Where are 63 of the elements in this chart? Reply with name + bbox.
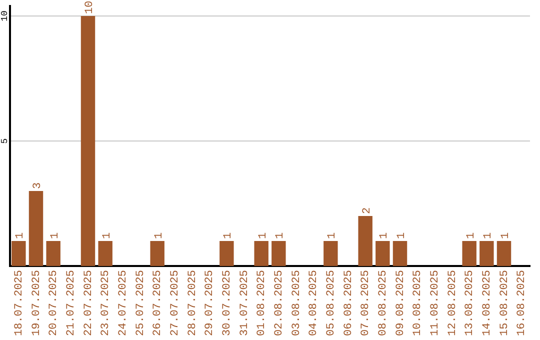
data-label: 1 bbox=[500, 232, 512, 239]
x-tick-label: 05.08.2025 bbox=[326, 270, 338, 336]
x-tick-label: 07.08.2025 bbox=[360, 270, 372, 336]
data-label: 1 bbox=[465, 232, 478, 239]
x-tick-label: 25.07.2025 bbox=[134, 270, 147, 336]
x-tick-label: 03.08.2025 bbox=[290, 270, 303, 336]
bar bbox=[220, 240, 234, 266]
x-tick-label: 29.07.2025 bbox=[204, 270, 216, 336]
x-tick-label: 01.08.2025 bbox=[256, 270, 268, 336]
x-tick-label: 12.08.2025 bbox=[446, 270, 459, 336]
bar bbox=[46, 240, 60, 266]
x-tick-label: 27.07.2025 bbox=[170, 270, 182, 336]
data-label: 1 bbox=[222, 232, 235, 239]
bar bbox=[254, 240, 268, 266]
x-tick-label: 13.08.2025 bbox=[464, 270, 476, 336]
x-tick-label: 02.08.2025 bbox=[274, 270, 286, 336]
data-label: 1 bbox=[396, 232, 408, 239]
data-label: 1 bbox=[326, 232, 339, 239]
data-label: 1 bbox=[482, 232, 495, 239]
bar bbox=[272, 240, 286, 266]
x-tick-label: 31.07.2025 bbox=[238, 270, 251, 336]
x-tick-label: 30.07.2025 bbox=[222, 270, 234, 336]
bar bbox=[358, 216, 372, 266]
data-label: 1 bbox=[101, 232, 114, 239]
bar bbox=[98, 240, 112, 266]
x-tick-label: 04.08.2025 bbox=[308, 270, 320, 336]
x-tick-label: 16.08.2025 bbox=[516, 270, 528, 336]
bar bbox=[392, 240, 408, 266]
bar bbox=[480, 240, 494, 266]
bar bbox=[462, 240, 476, 266]
bar bbox=[28, 190, 44, 266]
data-label: 1 bbox=[49, 232, 62, 239]
x-tick-label: 23.07.2025 bbox=[100, 270, 112, 336]
data-label: 3 bbox=[32, 182, 44, 189]
bar bbox=[376, 240, 390, 266]
x-tick-label: 10.08.2025 bbox=[412, 270, 424, 336]
x-tick-label: 19.07.2025 bbox=[30, 270, 43, 336]
x-tick-label: 22.07.2025 bbox=[82, 270, 95, 336]
data-label: 1 bbox=[378, 232, 391, 239]
data-label: 1 bbox=[14, 232, 27, 239]
data-label: 1 bbox=[153, 232, 166, 239]
data-label: 1 bbox=[274, 232, 287, 239]
data-label: 10 bbox=[84, 0, 96, 14]
x-tick-label: 06.08.2025 bbox=[342, 270, 355, 336]
x-tick-label: 18.07.2025 bbox=[14, 270, 26, 336]
data-label: 2 bbox=[361, 207, 374, 214]
x-tick-label: 08.08.2025 bbox=[378, 270, 390, 336]
x-tick-label: 14.08.2025 bbox=[482, 270, 494, 336]
x-tick-label: 24.07.2025 bbox=[118, 270, 130, 336]
x-tick-label: 11.08.2025 bbox=[430, 270, 442, 336]
bar bbox=[496, 240, 512, 266]
bar bbox=[12, 240, 26, 266]
data-label: 1 bbox=[257, 232, 270, 239]
bar bbox=[80, 16, 96, 266]
x-tick-label: 20.07.2025 bbox=[48, 270, 60, 336]
x-tick-label: 15.08.2025 bbox=[498, 270, 511, 336]
x-tick-label: 28.07.2025 bbox=[186, 270, 199, 336]
x-tick-label: 09.08.2025 bbox=[394, 270, 407, 336]
x-tick-label: 26.07.2025 bbox=[152, 270, 164, 336]
bar bbox=[150, 240, 164, 266]
y-tick-label: 5 bbox=[0, 138, 10, 144]
x-tick-label: 21.07.2025 bbox=[66, 270, 78, 336]
bar bbox=[324, 240, 338, 266]
